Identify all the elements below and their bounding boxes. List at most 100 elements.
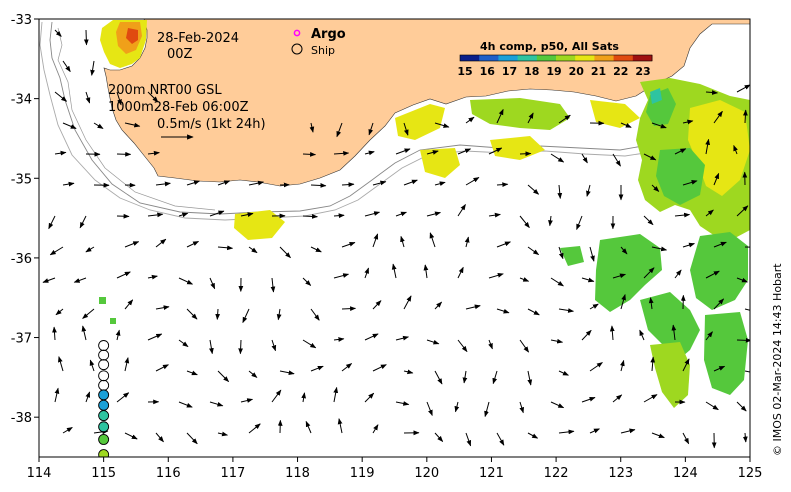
- current-arrow: [155, 305, 170, 311]
- colorbar-tick-label: 22: [613, 65, 628, 78]
- colorbar-segment: [498, 55, 519, 61]
- current-arrow: [58, 356, 64, 372]
- current-arrow: [209, 210, 225, 217]
- current-arrow: [217, 245, 234, 251]
- current-arrow: [279, 370, 295, 376]
- current-arrow: [147, 91, 159, 103]
- current-arrow: [309, 122, 315, 133]
- x-tick-label: 125: [738, 466, 763, 481]
- current-arrow: [48, 215, 56, 230]
- current-arrow: [527, 432, 539, 439]
- current-arrow: [372, 300, 382, 310]
- ship-marker: [98, 389, 110, 401]
- current-arrow: [620, 294, 626, 310]
- plot-frame: [38, 18, 751, 458]
- current-arrow: [83, 29, 89, 46]
- x-tick-label: 115: [91, 466, 116, 481]
- current-arrow: [736, 277, 748, 283]
- current-arrow: [589, 303, 599, 310]
- current-arrow: [743, 109, 748, 124]
- current-arrow: [310, 246, 322, 253]
- current-arrow: [671, 324, 677, 341]
- current-arrow: [492, 370, 498, 385]
- current-arrow: [581, 329, 592, 341]
- colorbar-segment: [556, 55, 576, 61]
- current-arrow: [650, 356, 656, 372]
- current-arrow: [302, 214, 318, 219]
- current-arrow: [612, 273, 626, 279]
- contour-label-2: 1000m28-Feb 06:00Z: [108, 100, 249, 115]
- current-arrow: [372, 180, 387, 186]
- current-arrow: [733, 144, 738, 155]
- current-arrow: [496, 241, 511, 248]
- current-arrow: [79, 215, 87, 229]
- current-arrow: [620, 246, 628, 255]
- current-arrow: [217, 180, 231, 186]
- current-arrow: [465, 176, 480, 186]
- current-arrow: [713, 365, 726, 372]
- current-arrow: [178, 212, 189, 218]
- current-arrow: [519, 215, 530, 229]
- current-vectors: [42, 29, 750, 449]
- current-arrow: [705, 331, 713, 341]
- current-arrow: [124, 357, 130, 372]
- current-arrow: [54, 387, 60, 403]
- current-arrow: [85, 91, 91, 104]
- current-arrow: [364, 392, 375, 403]
- current-arrow: [364, 267, 369, 279]
- current-arrow: [62, 60, 71, 73]
- current-arrow: [682, 180, 698, 186]
- colorbar-title: 4h comp, p50, All Sats: [480, 40, 619, 53]
- current-arrow: [496, 308, 510, 314]
- current-arrow: [612, 153, 621, 167]
- colorbar-tick-label: 15: [457, 65, 472, 78]
- current-arrow: [643, 153, 657, 161]
- current-arrow: [454, 401, 460, 413]
- current-arrow: [271, 339, 277, 352]
- current-arrow: [81, 325, 87, 341]
- current-arrow: [457, 266, 464, 279]
- x-tick-label: 121: [479, 466, 504, 481]
- plot-area: [39, 19, 750, 457]
- current-arrow: [395, 211, 407, 217]
- current-arrow: [364, 150, 375, 156]
- current-arrow: [581, 153, 588, 164]
- current-arrow: [744, 246, 750, 248]
- current-arrow: [124, 122, 141, 128]
- current-arrow: [713, 298, 725, 310]
- argo-legend-marker: [293, 29, 301, 37]
- current-arrow: [651, 432, 665, 439]
- current-arrow: [217, 370, 230, 383]
- current-arrow: [93, 122, 104, 129]
- current-arrow: [341, 306, 357, 312]
- current-arrow: [648, 297, 654, 310]
- current-arrow: [302, 277, 312, 286]
- current-arrow: [705, 401, 719, 411]
- current-arrow: [333, 150, 350, 156]
- current-arrow: [558, 308, 574, 313]
- current-arrow: [744, 370, 750, 373]
- colorbar-tick-label: 23: [635, 65, 650, 78]
- current-arrow: [558, 246, 564, 260]
- contour-extra: [57, 27, 216, 211]
- colorbar-tick-label: 18: [524, 65, 539, 78]
- x-tick-label: 114: [27, 466, 52, 481]
- current-arrow: [488, 273, 504, 279]
- current-arrow: [527, 370, 533, 386]
- colorbar-frame: [459, 54, 653, 62]
- current-arrow: [186, 180, 200, 186]
- ship-track: [98, 340, 110, 457]
- current-arrow: [52, 326, 57, 341]
- ship-legend-marker: [291, 43, 303, 55]
- current-arrow: [178, 339, 189, 348]
- y-tick-label: -37: [11, 332, 32, 347]
- current-arrow: [651, 184, 660, 192]
- ship-marker: [98, 399, 110, 411]
- current-arrow: [713, 172, 720, 186]
- current-arrow: [49, 246, 64, 256]
- x-tick-label: 117: [220, 466, 245, 481]
- current-arrow: [341, 363, 353, 372]
- contour-1000m: [39, 21, 750, 221]
- current-arrow: [465, 116, 475, 124]
- current-arrow: [589, 246, 595, 262]
